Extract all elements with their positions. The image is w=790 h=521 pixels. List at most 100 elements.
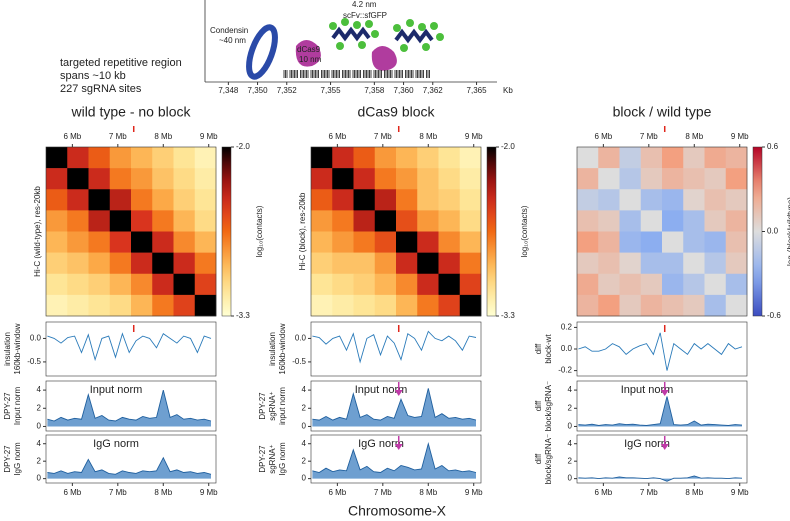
y-tick-label: 0 <box>568 474 573 483</box>
x-tick-label: 9 Mb <box>731 132 749 141</box>
heatmap-cell <box>131 147 153 169</box>
dcas9-label: dCas9 <box>297 45 321 54</box>
x-tick-label: 9 Mb <box>200 488 218 497</box>
heatmap-cell <box>173 189 196 211</box>
y-axis-label: DPY-27 <box>258 392 267 420</box>
heatmap-cell <box>438 273 461 296</box>
colorbar <box>221 146 232 317</box>
heatmap-cell <box>46 147 68 169</box>
heatmap-cell <box>619 189 642 211</box>
heatmap-cell <box>374 168 397 190</box>
x-tick-label: 8 Mb <box>154 132 172 141</box>
colorbar <box>752 146 763 317</box>
heatmap-cell <box>353 294 376 317</box>
heatmap-cell <box>704 294 727 317</box>
y-axis-label: diff <box>534 400 543 411</box>
heatmap-cell <box>332 189 354 211</box>
y-tick-label: -0.2 <box>558 366 572 375</box>
heatmap-cell <box>598 189 620 211</box>
colorbar-tick-label: -3.3 <box>501 311 515 320</box>
panel-label: Input norm <box>90 384 143 396</box>
heatmap-cell <box>396 210 418 232</box>
colorbar <box>486 146 497 317</box>
heatmap-cell <box>374 273 397 296</box>
y-tick-label: 0.2 <box>561 323 573 332</box>
y-tick-label: 4 <box>302 385 307 394</box>
heatmap-cell <box>194 252 217 275</box>
heatmap-cell <box>67 273 89 296</box>
heatmap-cell <box>46 252 68 275</box>
heatmap-cell <box>640 210 663 232</box>
heatmap-cell <box>311 231 333 253</box>
panel-frame <box>310 321 482 377</box>
y-tick-label: 0 <box>302 474 307 483</box>
heatmap-cell <box>683 210 705 232</box>
heatmap-cell <box>438 294 461 317</box>
heatmap-cell <box>67 147 89 169</box>
x-tick-label: 9 Mb <box>731 488 749 497</box>
panel-frame <box>576 380 748 432</box>
heatmap-cell <box>640 252 663 275</box>
line <box>578 396 743 426</box>
heatmap-cell <box>619 231 642 253</box>
x-tick-label: 7 Mb <box>640 132 658 141</box>
heatmap-cell <box>662 273 684 296</box>
x-tick-label: 7,362 <box>423 86 444 95</box>
y-tick-label: 0 <box>302 422 307 431</box>
heatmap-cell <box>438 168 461 190</box>
heatmap-cell <box>311 273 333 296</box>
y-tick-label: 0.0 <box>561 344 573 353</box>
y-tick-label: 0 <box>568 422 573 431</box>
heatmap-cell <box>152 189 174 211</box>
heatmap-cell <box>417 189 439 211</box>
y-tick-label: 2 <box>568 456 573 465</box>
heatmap-cell <box>577 294 599 317</box>
heatmap-cell <box>619 147 642 169</box>
heatmap-cell <box>67 189 89 211</box>
panel-frame <box>310 434 482 484</box>
heatmap-cell <box>152 231 174 253</box>
x-tick-label: 8 Mb <box>685 488 703 497</box>
heatmap-cell <box>194 294 217 317</box>
x-tick-label: 7,360 <box>394 86 415 95</box>
heatmap-cell <box>131 252 153 275</box>
heatmap-cell <box>396 147 418 169</box>
heatmap-cell <box>396 252 418 275</box>
heatmap-cell <box>374 294 397 317</box>
colorbar-label: log₁₀(contacts) <box>520 205 529 257</box>
y-axis-label: IgG norm <box>13 442 22 476</box>
x-tick-label: 6 Mb <box>594 488 612 497</box>
colorbar-tick-label: -2.0 <box>236 142 250 151</box>
schematic: targeted repetitive region spans ~10 kb … <box>60 0 497 95</box>
heatmap-cell <box>173 231 196 253</box>
x-axis-label: Chromosome-X <box>348 503 447 519</box>
y-tick-label: 0 <box>37 474 42 483</box>
heatmap-cell <box>662 231 684 253</box>
heatmap-cell <box>577 210 599 232</box>
y-axis-label: 160kb-window <box>278 323 287 374</box>
sgrna-barcode <box>283 70 430 78</box>
heatmap-cell <box>88 252 111 275</box>
x-tick-label: 6 Mb <box>63 488 81 497</box>
heatmap-cell <box>131 273 153 296</box>
y-tick-label: 2 <box>37 456 42 465</box>
line <box>578 475 743 482</box>
dcas9-size: 10 nm <box>299 55 322 64</box>
arrow-head <box>394 444 403 450</box>
heatmap-cell <box>311 189 333 211</box>
heatmap-cell <box>194 147 217 169</box>
x-tick-label: 7,352 <box>277 86 298 95</box>
heatmap-cell <box>152 147 174 169</box>
heatmap-cell <box>396 231 418 253</box>
heatmap-cell <box>577 147 599 169</box>
heatmap-cell <box>67 210 89 232</box>
heatmap-cell <box>640 189 663 211</box>
heatmap-cell <box>88 294 111 317</box>
x-tick-label: 7 Mb <box>640 488 658 497</box>
heatmap-cell <box>438 189 461 211</box>
panel-frame <box>45 434 217 484</box>
y-tick-label: 4 <box>37 439 42 448</box>
x-tick-label: 7,355 <box>321 86 342 95</box>
heatmap-cell <box>640 231 663 253</box>
heatmap-cell <box>88 168 111 190</box>
